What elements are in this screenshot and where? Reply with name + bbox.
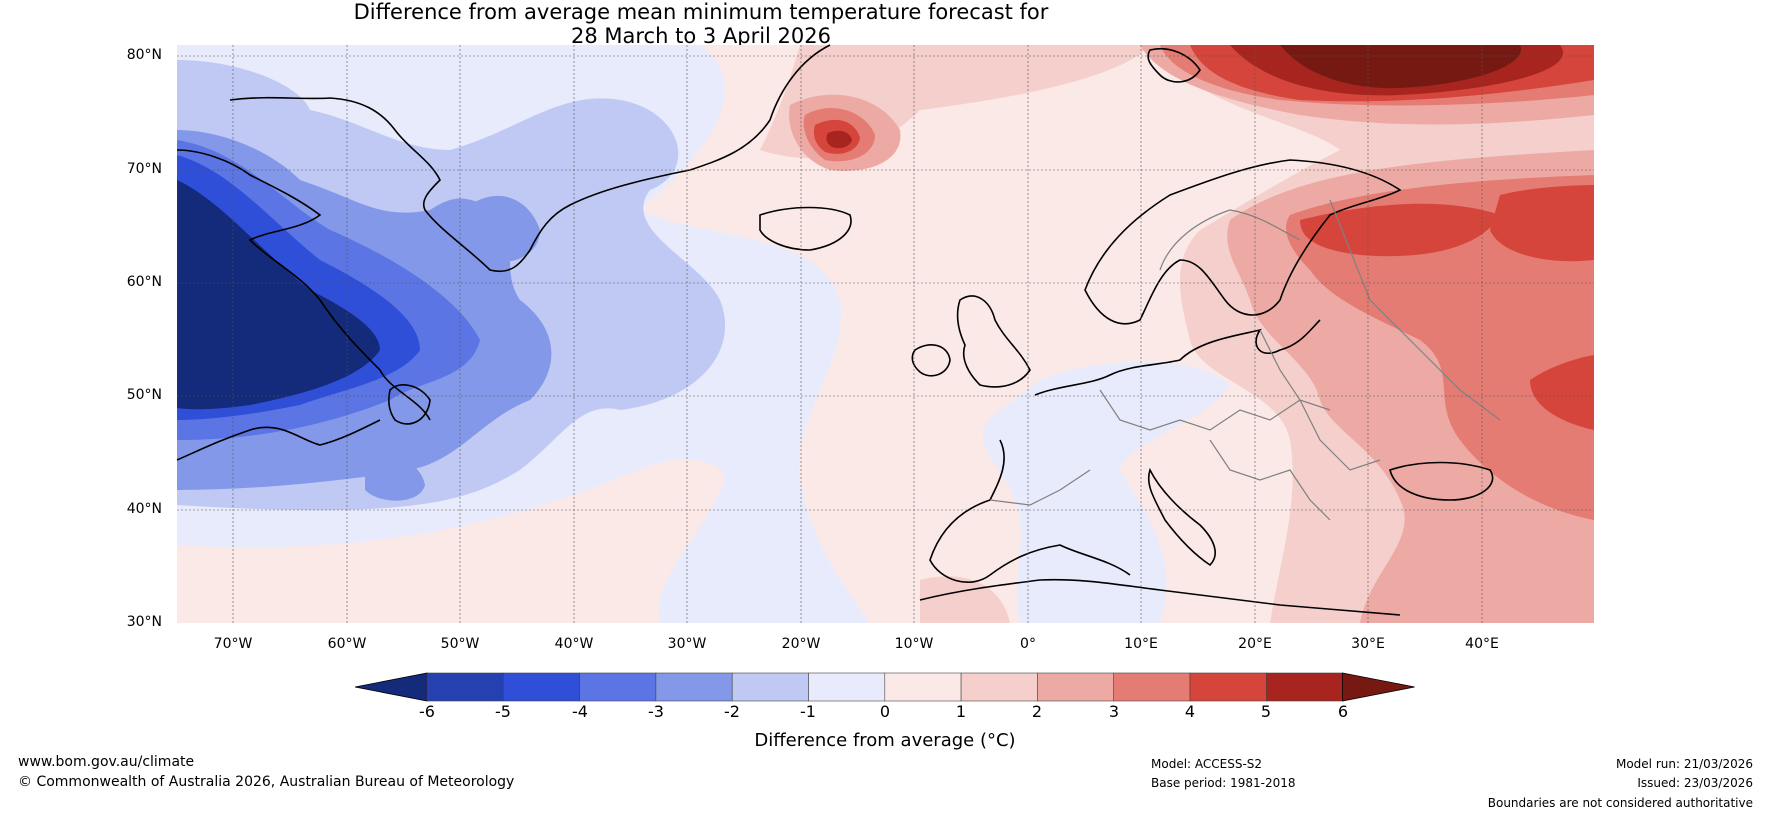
colorbar-extension-high: [1342, 672, 1415, 702]
south-east-4-to-5-region: [1530, 355, 1594, 430]
map-frame: [177, 45, 1594, 623]
border-eastern-europe: [1259, 329, 1381, 471]
border-france-spain: [989, 469, 1091, 506]
anomaly-minus3-blob: [365, 457, 425, 501]
lat-label-40n: 40°N: [126, 501, 162, 517]
footer-model: Model: ACCESS-S2: [1151, 757, 1263, 771]
colorbar-tick-minus4: -4: [572, 702, 588, 721]
colorbar-segment: [884, 672, 962, 702]
lat-label-60n: 60°N: [126, 274, 162, 290]
north-africa-coast: [919, 578, 1401, 616]
italy-coast: [1147, 467, 1216, 567]
scandinavia-coast: [1084, 159, 1402, 325]
colorbar-tick-6: 6: [1337, 702, 1349, 721]
greenland-coast: [229, 44, 831, 272]
lon-label-20w: 20°W: [781, 636, 821, 652]
lon-label-30e: 30°E: [1351, 636, 1385, 652]
colorbar-tick-5: 5: [1260, 702, 1272, 721]
colorbar-segment: [579, 672, 657, 702]
norwegian-sea-warm-core: [826, 130, 852, 149]
colorbar-extension-low: [354, 672, 428, 702]
british-isles-coast: [956, 295, 1031, 388]
colorbar-segment: [1189, 672, 1267, 702]
lon-label-40w: 40°W: [554, 636, 594, 652]
colorbar: [354, 672, 1415, 702]
colorbar-tick-minus6: -6: [419, 702, 435, 721]
canada-arctic-coast: [176, 149, 431, 421]
arctic-above-6-region: [1280, 45, 1522, 89]
lon-label-0: 0°: [1020, 636, 1036, 652]
colorbar-tick-1: 1: [955, 702, 967, 721]
lon-label-20e: 20°E: [1238, 636, 1272, 652]
lat-label-50n: 50°N: [126, 387, 162, 403]
colorbar-tick-minus1: -1: [800, 702, 816, 721]
colorbar-segment: [808, 672, 886, 702]
colorbar-tick-minus5: -5: [495, 702, 511, 721]
colorbar-tick-minus3: -3: [648, 702, 664, 721]
ireland-coast: [911, 344, 951, 377]
title-line-2: 28 March to 3 April 2026: [571, 24, 831, 48]
lon-label-70w: 70°W: [213, 636, 253, 652]
europe-minus1-region: [982, 361, 1230, 623]
colorbar-segment: [1037, 672, 1115, 702]
colorbar-segment: [960, 672, 1038, 702]
north-america-east-coast: [176, 419, 381, 461]
gridlines: [177, 45, 1594, 623]
footer-website-link[interactable]: www.bom.gov.au/climate: [18, 754, 195, 770]
title-line-1: Difference from average mean minimum tem…: [353, 0, 1049, 24]
colorbar-segment: [1266, 672, 1343, 702]
footer-disclaimer: Boundaries are not considered authoritat…: [1487, 796, 1753, 810]
national-borders: [989, 199, 1501, 521]
footer-issued: Issued: 23/03/2026: [1637, 776, 1753, 790]
colorbar-tick-3: 3: [1108, 702, 1120, 721]
newfoundland-coast: [388, 384, 431, 425]
map-title: Difference from average mean minimum tem…: [0, 0, 1402, 48]
coastlines: [176, 44, 1494, 616]
iberia-warm-patch: [920, 576, 1010, 623]
border-balkans: [1209, 439, 1331, 521]
border-russia: [1329, 199, 1501, 421]
colorbar-tick-4: 4: [1184, 702, 1196, 721]
border-scandinavia: [1159, 209, 1301, 271]
colorbar-tick-minus2: -2: [724, 702, 740, 721]
lon-label-10e: 10°E: [1124, 636, 1158, 652]
lon-label-40e: 40°E: [1465, 636, 1499, 652]
lat-label-70n: 70°N: [126, 161, 162, 177]
lon-label-10w: 10°W: [894, 636, 934, 652]
lat-label-30n: 30°N: [126, 614, 162, 630]
anomaly-3-to-4-region: [1286, 175, 1594, 520]
anomaly-minus6-region: [177, 180, 380, 410]
colorbar-tick-2: 2: [1031, 702, 1043, 721]
footer-copyright: © Commonwealth of Australia 2026, Austra…: [18, 774, 515, 790]
lat-label-80n: 80°N: [126, 47, 162, 63]
footer-model-run: Model run: 21/03/2026: [1615, 757, 1753, 771]
anomaly-4-to-5-region: [1300, 203, 1500, 257]
colorbar-segment: [502, 672, 580, 702]
colorbar-label: Difference from average (°C): [754, 730, 1016, 751]
colorbar-segment: [655, 672, 733, 702]
europe-mainland-coast: [929, 319, 1321, 584]
lon-label-30w: 30°W: [667, 636, 707, 652]
lon-label-50w: 50°W: [440, 636, 480, 652]
footer-base-period: Base period: 1981-2018: [1151, 776, 1296, 790]
colorbar-segment: [731, 672, 809, 702]
colorbar-tick-0: 0: [879, 702, 891, 721]
black-sea-coast: [1389, 461, 1494, 501]
greenland-minus3-blob: [464, 195, 540, 262]
svalbard-coast: [1147, 48, 1201, 83]
east-4-to-5-region: [1490, 185, 1594, 262]
border-central-europe: [1099, 389, 1331, 431]
colorbar-segment: [426, 672, 504, 702]
lon-label-60w: 60°W: [327, 636, 367, 652]
iceland-coast: [759, 206, 852, 251]
colorbar-segment: [1113, 672, 1191, 702]
